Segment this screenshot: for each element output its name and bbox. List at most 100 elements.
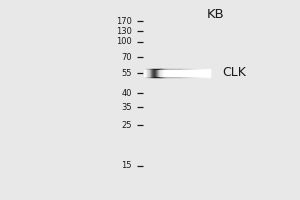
Bar [194,69,195,77]
Bar [149,69,150,77]
Bar [201,70,202,76]
Bar [200,70,201,76]
Bar [153,69,154,77]
Bar [195,69,196,77]
Bar [195,70,196,76]
Bar [148,69,149,77]
Bar [179,70,180,76]
Bar [205,70,206,76]
Bar [207,69,208,77]
Bar [189,69,190,77]
Bar [164,69,165,77]
Bar [182,70,184,76]
Bar [187,69,188,77]
Text: CLK: CLK [222,66,246,79]
Bar [170,70,172,76]
Bar [173,69,174,77]
Bar [147,69,148,77]
Bar [145,69,146,77]
Bar [152,70,153,76]
Bar [160,70,162,76]
Bar [192,69,193,77]
Bar [162,69,163,77]
Bar [198,70,199,76]
Bar [167,69,168,77]
Bar [196,69,197,77]
Bar [150,69,151,77]
Bar [158,69,159,77]
Bar [166,69,167,77]
Bar [186,69,187,77]
Bar [151,70,152,76]
Bar [192,70,194,76]
Bar [178,69,179,77]
Bar [156,69,157,77]
Bar [179,69,180,77]
Bar [203,69,204,77]
Bar [188,69,189,77]
Bar [168,69,169,77]
Bar [197,70,198,76]
Text: 35: 35 [122,102,132,112]
Bar [182,69,183,77]
Bar [193,69,194,77]
Text: 15: 15 [122,162,132,170]
Bar [182,70,183,76]
Bar [146,70,147,76]
Bar [157,70,158,76]
Bar [168,70,169,76]
Bar [176,70,177,76]
Bar [161,69,162,77]
Bar [155,69,156,77]
Bar [188,69,189,77]
Text: 170: 170 [116,17,132,25]
Bar [199,70,200,76]
Bar [180,70,181,76]
Bar [185,70,186,76]
Bar [159,70,160,76]
Bar [155,69,156,77]
Bar [200,69,201,77]
Bar [178,70,179,76]
Text: KB: KB [207,8,225,21]
Bar [154,69,155,77]
Bar [156,70,157,76]
Bar [188,70,189,76]
Bar [172,69,173,77]
Bar [144,69,145,77]
Bar [175,69,176,77]
Bar [144,70,145,76]
Bar [177,70,178,76]
Bar [197,69,198,77]
Bar [154,70,155,76]
Bar [204,69,205,77]
Bar [191,70,193,76]
Bar [196,70,197,76]
Bar [169,69,170,77]
Bar [171,69,172,77]
Bar [183,69,184,77]
Bar [174,70,175,76]
Text: 25: 25 [122,120,132,130]
Bar [164,70,165,76]
Bar [181,69,182,77]
Bar [206,70,207,76]
Bar [167,70,168,76]
Text: 100: 100 [116,38,132,46]
Bar [166,70,167,76]
Bar [153,70,154,76]
Bar [147,70,148,76]
Text: 40: 40 [122,88,132,98]
Bar [163,69,164,77]
Bar [158,70,160,76]
Text: 70: 70 [122,52,132,62]
Bar [175,69,176,77]
Bar [184,69,185,77]
Bar [162,70,163,76]
Bar [157,69,158,77]
Bar [174,69,175,77]
Bar [180,69,181,77]
Bar [208,70,209,76]
Bar [209,70,210,76]
Bar [165,70,166,76]
